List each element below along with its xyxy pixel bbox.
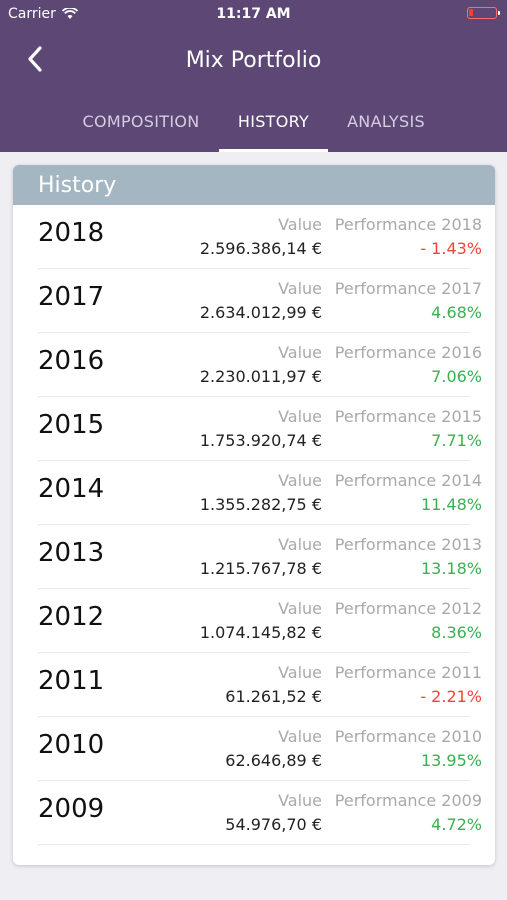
year-label: 2013 [38,538,105,568]
app-header: Carrier 11:17 AM Mix Portfolio COMPOSITI… [0,0,507,152]
performance-label: Performance 2013 [334,535,482,554]
performance-label: Performance 2012 [334,599,482,618]
value-label: Value [278,343,322,362]
value-amount: 2.596.386,14 € [199,239,322,258]
history-row: 2018 Value 2.596.386,14 € Performance 2018 -… [38,205,482,269]
year-label: 2017 [38,282,105,312]
value-label: Value [278,215,322,234]
performance-label: Performance 2014 [334,471,482,490]
performance-label: Performance 2010 [334,727,482,746]
history-row: 2014 Value 1.355.282,75 € Performance 2014 1… [38,461,482,525]
tab-analysis[interactable]: ANALYSIS [347,112,425,131]
value-amount: 1.355.282,75 € [199,495,322,514]
chevron-left-icon [28,46,42,72]
carrier-info: Carrier [8,6,78,22]
status-bar: Carrier 11:17 AM [0,0,507,30]
value-label: Value [278,535,322,554]
performance-value: - 1.43% [420,239,482,258]
value-amount: 62.646,89 € [225,751,322,770]
year-label: 2016 [38,346,105,376]
tab-history[interactable]: HISTORY [219,100,328,152]
tab-bar: COMPOSITION HISTORY ANALYSIS [0,100,507,152]
value-amount: 1.074.145,82 € [199,623,322,642]
value-label: Value [278,471,322,490]
performance-value: 13.95% [420,751,482,770]
value-label: Value [278,599,322,618]
history-list: 2018 Value 2.596.386,14 € Performance 2018 -… [13,205,495,845]
performance-value: 8.36% [431,623,482,642]
performance-label: Performance 2017 [334,279,482,298]
performance-value: - 2.21% [420,687,482,706]
performance-value: 4.68% [431,303,482,322]
battery-icon [467,7,500,19]
value-label: Value [278,791,322,810]
performance-value: 4.72% [431,815,482,834]
history-row: 2013 Value 1.215.767,78 € Performance 2013 1… [38,525,482,589]
value-label: Value [278,727,322,746]
performance-label: Performance 2009 [334,791,482,810]
wifi-icon [61,8,78,19]
performance-value: 7.71% [431,431,482,450]
status-time: 11:17 AM [216,6,291,22]
history-card: History 2018 Value 2.596.386,14 € Performan… [13,165,495,865]
history-row: 2015 Value 1.753.920,74 € Performance 2015 7… [38,397,482,461]
year-label: 2009 [38,794,105,824]
value-amount: 2.230.011,97 € [199,367,322,386]
performance-value: 7.06% [431,367,482,386]
year-label: 2012 [38,602,105,632]
nav-bar: Mix Portfolio [0,38,507,82]
value-amount: 61.261,52 € [225,687,322,706]
tab-composition[interactable]: COMPOSITION [82,112,200,131]
value-amount: 54.976,70 € [225,815,322,834]
value-label: Value [278,663,322,682]
value-amount: 2.634.012,99 € [199,303,322,322]
value-label: Value [278,407,322,426]
history-row: 2010 Value 62.646,89 € Performance 2010 13.9… [38,717,482,781]
performance-value: 11.48% [420,495,482,514]
performance-label: Performance 2015 [334,407,482,426]
year-label: 2011 [38,666,105,696]
history-card-title: History [13,165,495,205]
value-label: Value [278,279,322,298]
history-row: 2012 Value 1.074.145,82 € Performance 2012 8… [38,589,482,653]
value-amount: 1.215.767,78 € [199,559,322,578]
history-row: 2011 Value 61.261,52 € Performance 2011 - 2.… [38,653,482,717]
history-row: 2017 Value 2.634.012,99 € Performance 2017 4… [38,269,482,333]
history-row: 2016 Value 2.230.011,97 € Performance 2016 7… [38,333,482,397]
performance-value: 13.18% [420,559,482,578]
performance-label: Performance 2018 [334,215,482,234]
year-label: 2014 [38,474,105,504]
value-amount: 1.753.920,74 € [199,431,322,450]
performance-label: Performance 2011 [334,663,482,682]
history-row: 2009 Value 54.976,70 € Performance 2009 4.72… [38,781,482,845]
performance-label: Performance 2016 [334,343,482,362]
year-label: 2018 [38,218,105,248]
carrier-label: Carrier [8,6,56,22]
year-label: 2010 [38,730,105,760]
back-button[interactable] [24,44,54,78]
year-label: 2015 [38,410,105,440]
page-title: Mix Portfolio [185,48,322,73]
